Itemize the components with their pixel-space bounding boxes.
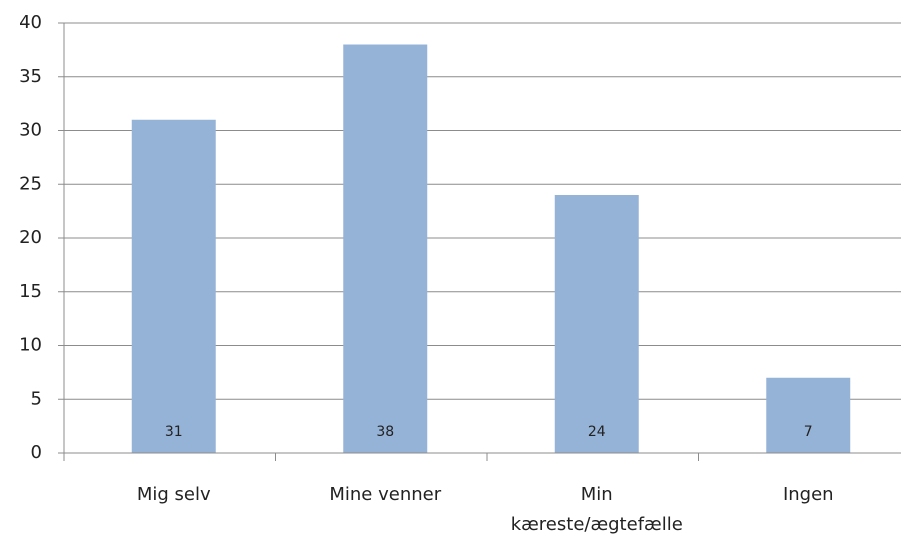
bar: [131, 119, 216, 453]
y-tick-label: 0: [31, 442, 42, 463]
data-label: 7: [804, 424, 813, 440]
bar: [554, 195, 639, 453]
y-tick-label: 5: [31, 388, 42, 409]
y-tick-label: 15: [19, 281, 42, 302]
x-tick-label: Min kæreste/ægtefælle: [511, 484, 683, 535]
x-tick-label: Mig selv: [137, 484, 211, 505]
x-tick-label: Mine venner: [329, 484, 441, 505]
bar: [766, 377, 851, 453]
data-label: 24: [588, 424, 606, 440]
x-tick-label: Ingen: [783, 484, 834, 505]
y-tick-label: 10: [19, 335, 42, 356]
y-tick-label: 40: [19, 12, 42, 33]
y-tick-label: 20: [19, 227, 42, 248]
y-tick-label: 25: [19, 173, 42, 194]
y-tick-label: 30: [19, 120, 42, 141]
data-label: 31: [165, 424, 183, 440]
data-label: 38: [376, 424, 394, 440]
bar: [343, 44, 428, 453]
y-tick-label: 35: [19, 66, 42, 87]
